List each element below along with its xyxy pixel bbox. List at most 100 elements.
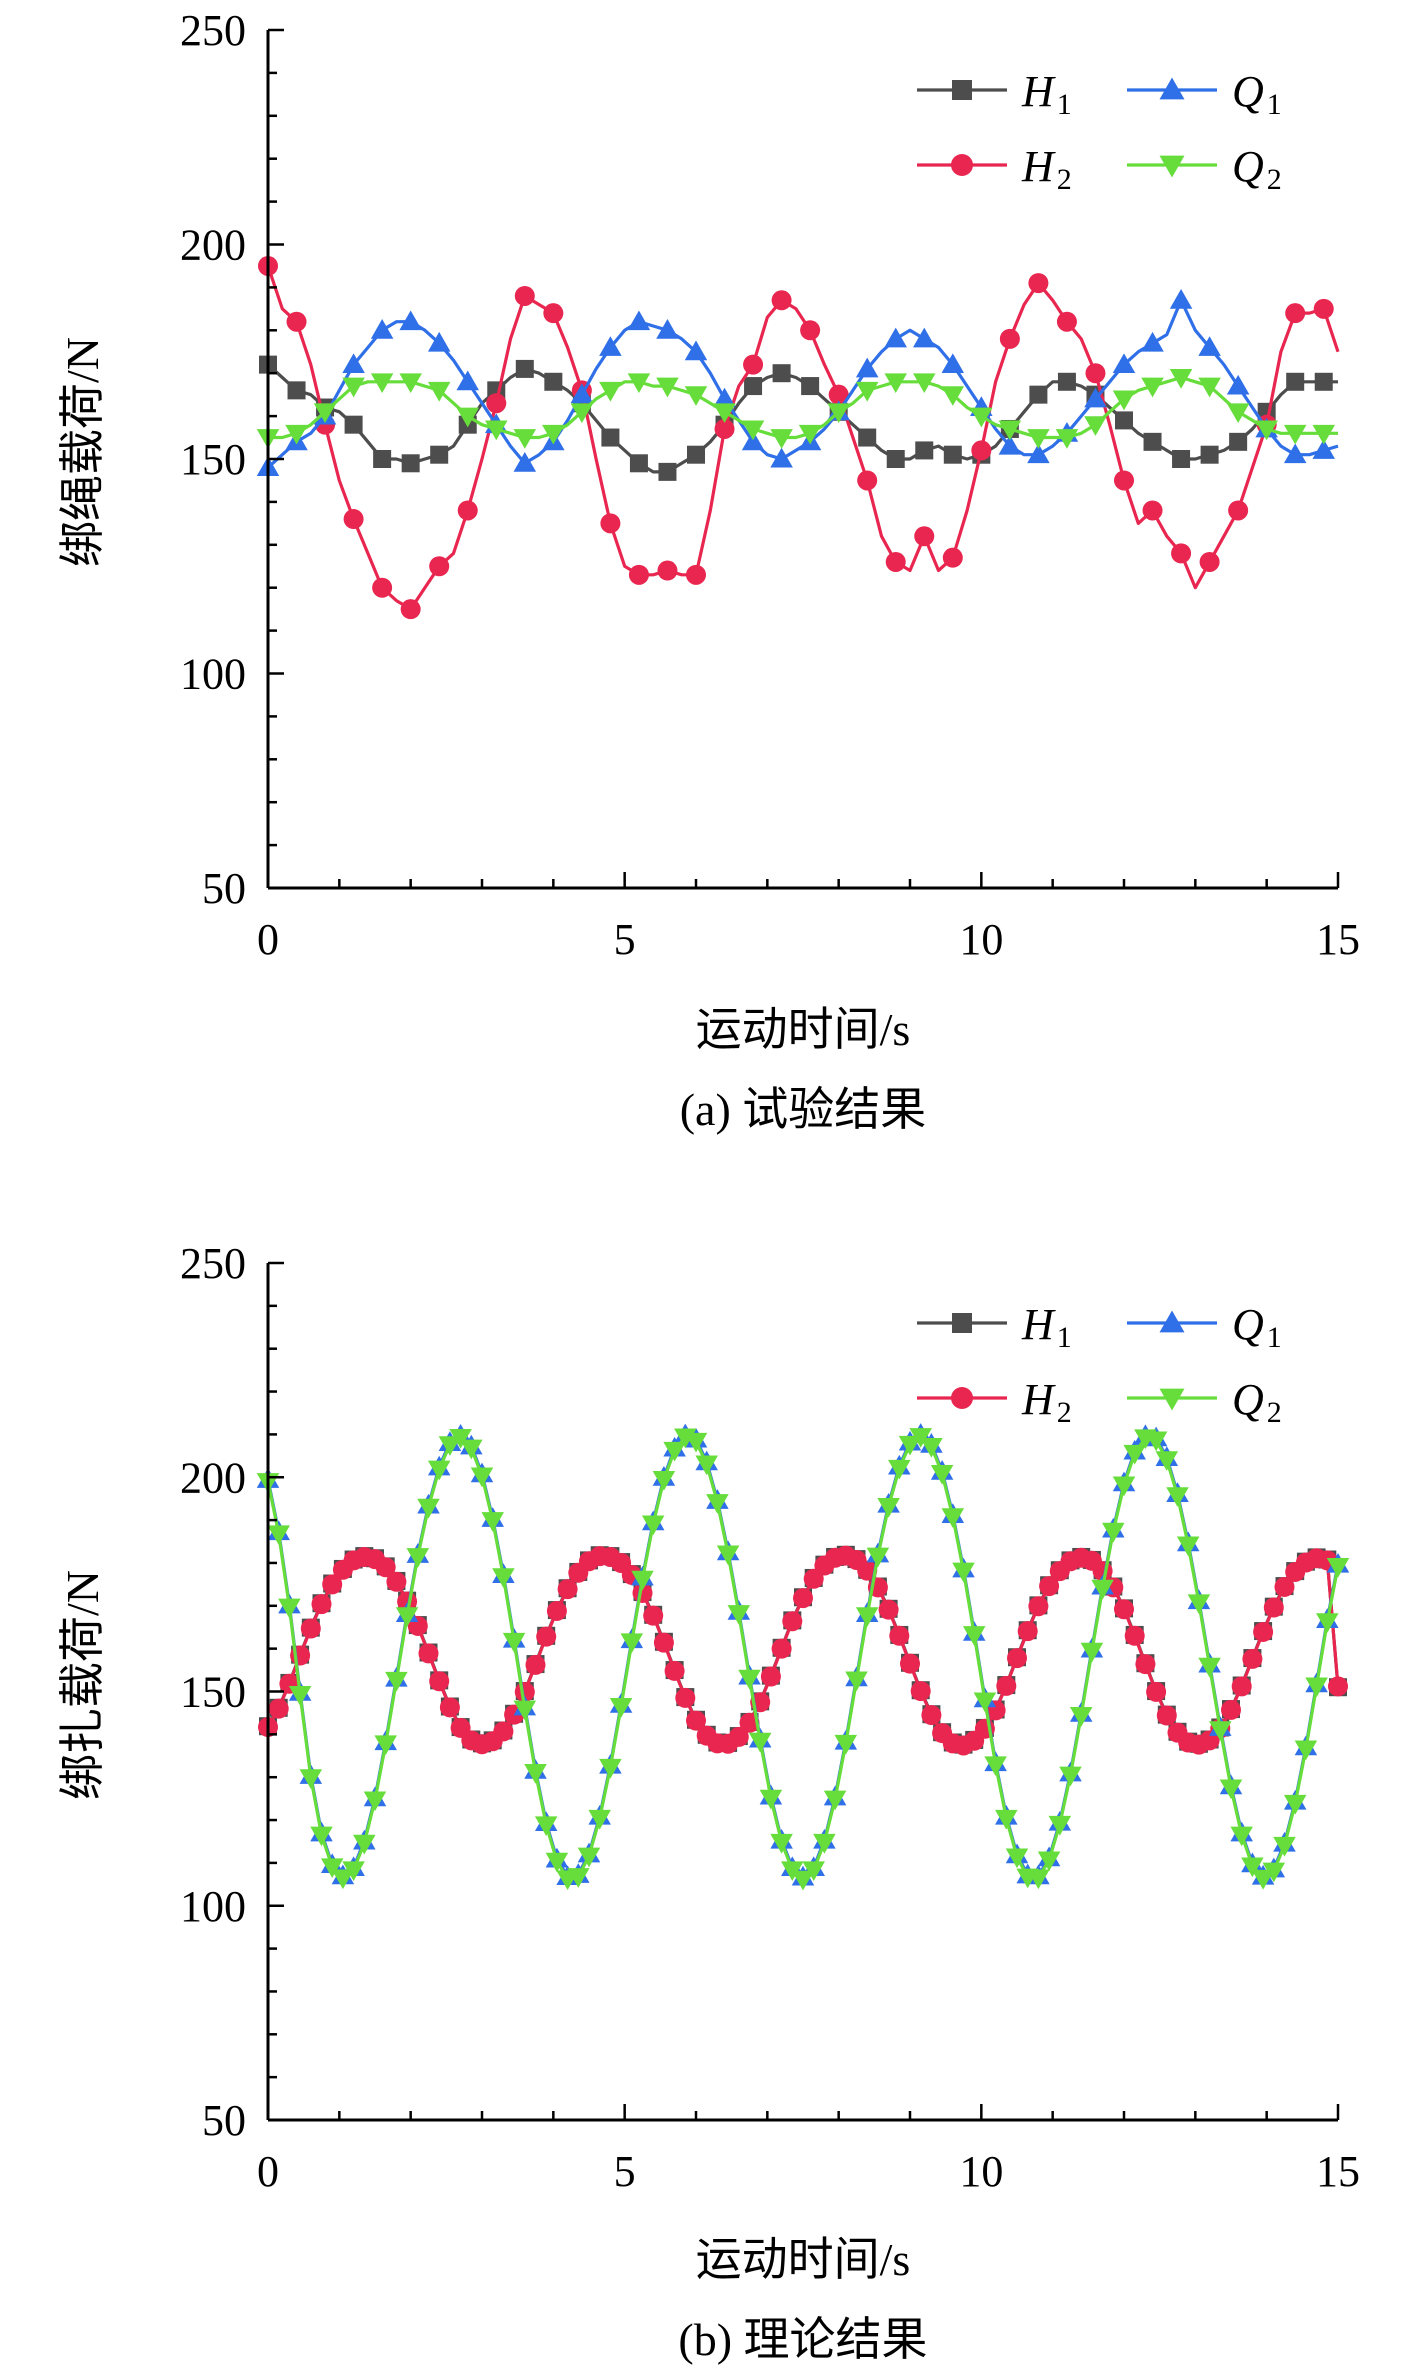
series-H2-point xyxy=(1124,1625,1145,1646)
series-Q2-point xyxy=(909,1428,932,1448)
series-Q2-point xyxy=(1283,424,1307,445)
series-H1-point xyxy=(1029,385,1048,404)
series-Q2-point xyxy=(1251,1869,1275,1890)
series-Q2-point xyxy=(884,373,907,394)
series-H2-point xyxy=(439,1697,460,1718)
series-Q1-point xyxy=(913,327,936,348)
series-Q2-point xyxy=(995,1809,1018,1830)
series-Q2-point xyxy=(278,1598,301,1619)
x-tick-label: 5 xyxy=(614,2147,636,2196)
series-Q2-point xyxy=(481,1512,504,1532)
series-H2-point xyxy=(921,1705,942,1726)
series-H2-point xyxy=(1146,1681,1167,1702)
series-H2-point xyxy=(1221,1699,1241,1720)
series-H2-point xyxy=(1231,1676,1252,1697)
series-Q2-point xyxy=(970,407,993,428)
series-H2-point xyxy=(493,1721,514,1742)
series-H1-point xyxy=(858,428,877,447)
x-tick-label: 5 xyxy=(614,915,636,964)
series-H1-point xyxy=(1115,411,1133,430)
series-H1-point xyxy=(344,415,363,434)
series-H1-point xyxy=(1143,432,1162,451)
x-tick-label: 15 xyxy=(1316,2147,1360,2196)
series-Q2-point xyxy=(759,1789,783,1810)
series-Q2-point xyxy=(456,407,479,428)
series-H2-point xyxy=(889,1625,910,1646)
series-Q2-point xyxy=(1316,1613,1339,1633)
series-Q2-point xyxy=(1112,1476,1136,1497)
series-Q2-point xyxy=(492,1568,515,1588)
series-Q2-point xyxy=(267,1525,290,1546)
series-H2-point xyxy=(429,556,450,577)
y-tick-label: 200 xyxy=(180,1453,246,1502)
panel-a-x-axis-title: 运动时间/s xyxy=(696,1004,911,1055)
x-tick-label: 0 xyxy=(257,2147,279,2196)
series-H2-point xyxy=(739,1712,760,1733)
panel-b-axes: 50 100 150 200 250 0 5 10 15 xyxy=(180,1239,1360,2196)
series-Q2-point xyxy=(1262,1862,1286,1883)
series-H1-point xyxy=(943,445,962,464)
series-Q2-point xyxy=(353,1834,376,1855)
legend-label-subscript: 2 xyxy=(1267,163,1282,196)
series-Q1-point xyxy=(884,327,907,348)
series-H2-point xyxy=(1242,1648,1263,1669)
series-Q2-point xyxy=(1305,1677,1328,1698)
series-Q2-point xyxy=(460,1439,483,1460)
legend-label-subscript: 1 xyxy=(1057,1321,1072,1354)
series-Q2-point xyxy=(1005,1848,1029,1869)
x-tick-label: 0 xyxy=(257,915,279,964)
panel-a-y-axis-title: 绑绳载荷/N xyxy=(57,337,108,567)
series-Q1-point xyxy=(998,434,1022,455)
series-H2-point xyxy=(657,560,678,581)
series-H1-point xyxy=(1172,450,1191,468)
series-Q2-point xyxy=(827,403,850,424)
legend-label-subscript: 2 xyxy=(1057,163,1072,196)
series-H2-point xyxy=(1328,1676,1348,1697)
series-H1-point xyxy=(401,454,420,473)
series-H1-point xyxy=(1057,372,1076,391)
series-Q2-point xyxy=(417,1498,440,1519)
y-tick-label: 100 xyxy=(180,650,246,699)
series-Q2-point xyxy=(1155,1451,1179,1471)
series-Q1-point xyxy=(1283,443,1307,464)
series-Q2-point xyxy=(1219,1779,1243,1800)
series-H1-point xyxy=(430,445,449,464)
series-Q1-point xyxy=(1312,439,1335,459)
series-Q2-point xyxy=(866,1547,890,1568)
series-Q2-point xyxy=(663,1441,686,1462)
series-Q2-point xyxy=(684,1432,708,1453)
series-Q1-point xyxy=(656,319,679,339)
series-Q2-point xyxy=(620,1633,644,1654)
series-Q2-point xyxy=(299,1769,323,1789)
series-H2-point xyxy=(643,1605,664,1626)
series-Q2-point xyxy=(1241,1857,1264,1878)
series-Q2-point xyxy=(1230,1826,1253,1847)
series-Q1-point xyxy=(855,357,879,378)
series-Q2-point xyxy=(984,1756,1007,1777)
series-Q2-point xyxy=(470,1467,494,1488)
series-H2-point xyxy=(828,384,849,405)
panel-a-axes: 50 100 150 200 250 0 5 10 15 xyxy=(180,6,1360,964)
series-H2-point xyxy=(653,1632,674,1653)
series-Q2-point xyxy=(952,1562,975,1583)
series-Q2-point xyxy=(310,1826,333,1847)
series-Q1-point xyxy=(1141,331,1164,352)
series-Q2-point xyxy=(363,1791,387,1812)
series-Q2-point xyxy=(438,1436,462,1456)
series-Q2-point xyxy=(1226,403,1250,424)
series-H1-point xyxy=(687,445,705,464)
y-tick-label: 250 xyxy=(180,6,246,55)
series-Q2-point xyxy=(399,373,422,394)
series-Q1-point xyxy=(1226,374,1250,395)
series-H2-point xyxy=(429,1671,450,1692)
series-Q2-point xyxy=(834,1734,858,1755)
series-Q1-point xyxy=(570,383,594,404)
series-Q2-point xyxy=(1069,1707,1093,1727)
series-Q2-point xyxy=(641,1515,665,1536)
